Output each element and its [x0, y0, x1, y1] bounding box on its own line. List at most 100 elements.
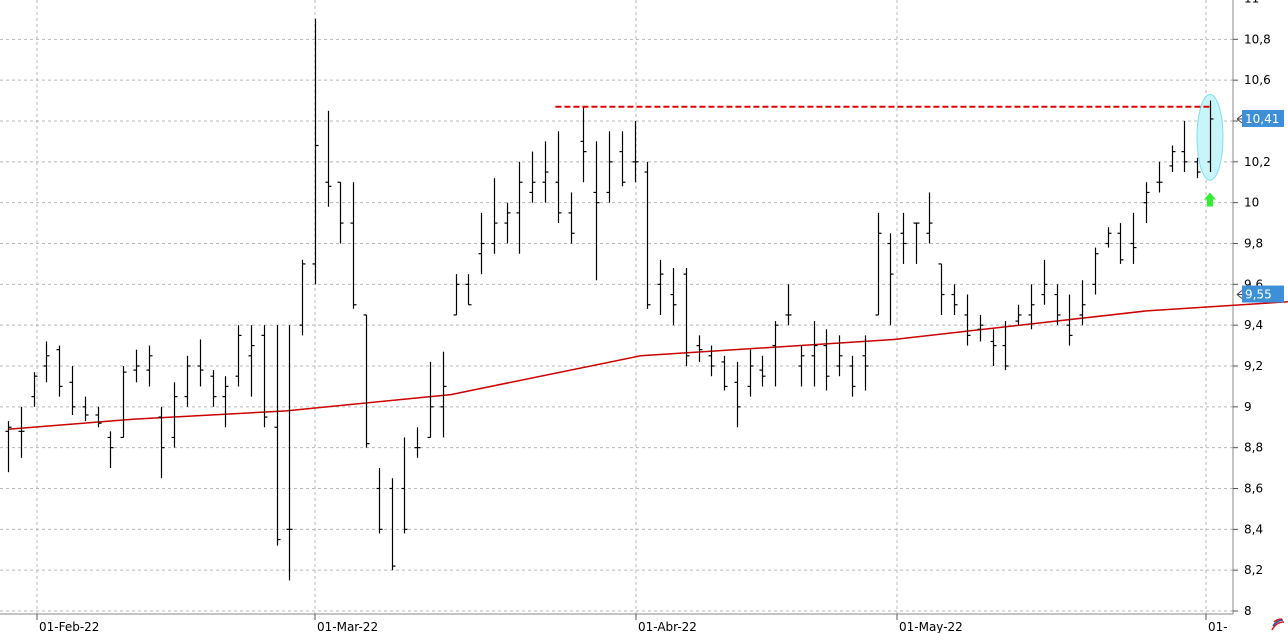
- ohlc-bar: [887, 233, 894, 326]
- ohlc-bar: [478, 212, 485, 275]
- app-logo-icon: [1266, 617, 1288, 633]
- x-tick-label: 01-Mar-22: [317, 620, 378, 633]
- ohlc-series: [5, 18, 1214, 581]
- ohlc-bar: [632, 121, 639, 183]
- ohlc-bar: [1130, 212, 1137, 264]
- y-tick-label: 8,8: [1244, 441, 1263, 455]
- ohlc-bar: [990, 329, 997, 366]
- ohlc-bar: [325, 110, 332, 207]
- ohlc-bar: [555, 131, 562, 224]
- y-tick-label: 10: [1244, 196, 1259, 210]
- ohlc-bar: [120, 366, 127, 439]
- y-tick-label: 10,8: [1244, 32, 1271, 46]
- y-tick-label: 9: [1244, 400, 1252, 414]
- x-tick-label: 01-Abr-22: [638, 620, 697, 633]
- ohlc-bar: [926, 192, 933, 244]
- ohlc-bar: [529, 151, 536, 203]
- ohlc-bar: [951, 284, 958, 315]
- ohlc-bar: [95, 406, 102, 428]
- ohlc-bar: [875, 212, 882, 316]
- price-label: 10,41: [1236, 109, 1284, 127]
- x-axis-ticks: 01-Feb-22 01-Mar-22 01-Abr-22 01-May-22 01-: [36, 614, 1228, 633]
- ohlc-bar: [644, 161, 651, 309]
- ohlc-bar: [82, 396, 89, 422]
- ohlc-bar: [1117, 223, 1124, 264]
- y-tick-label: 8,2: [1244, 563, 1263, 577]
- price-labels: 10,41 9,55: [1236, 109, 1284, 303]
- ohlc-bar: [1092, 247, 1099, 295]
- price-label-box: [1242, 285, 1284, 303]
- ohlc-bar: [146, 345, 153, 387]
- y-tick-label: 8,6: [1244, 482, 1263, 496]
- ohlc-bar: [670, 268, 677, 326]
- ohlc-bar: [862, 335, 869, 391]
- ohlc-bar: [350, 182, 357, 309]
- x-tick-label: 01-May-22: [899, 620, 963, 633]
- up-arrow-icon: [1204, 192, 1216, 207]
- ohlc-bar: [606, 131, 613, 203]
- ohlc-bar: [683, 268, 690, 366]
- price-label-pointer-icon: [1236, 114, 1243, 124]
- ohlc-bar: [43, 341, 50, 383]
- ohlc-bar: [708, 345, 715, 377]
- price-label: 9,55: [1236, 285, 1284, 303]
- y-tick-label: 11: [1244, 0, 1259, 6]
- ohlc-bar: [376, 468, 383, 534]
- ohlc-bar: [222, 376, 229, 428]
- ohlc-bar: [401, 437, 408, 534]
- ohlc-bar: [491, 178, 498, 254]
- ohlc-bar: [811, 321, 818, 387]
- ohlc-bar: [1181, 121, 1188, 173]
- y-tick-label: 9,8: [1244, 237, 1263, 251]
- ohlc-bar: [248, 325, 255, 397]
- ohlc-bar: [747, 349, 754, 397]
- ohlc-bar: [1143, 182, 1150, 224]
- ohlc-bar: [734, 361, 741, 428]
- ohlc-bar: [1105, 227, 1112, 248]
- ohlc-bar: [836, 335, 843, 377]
- price-label-text: 9,55: [1245, 288, 1272, 302]
- ohlc-bar: [337, 181, 344, 244]
- ohlc-bar: [721, 355, 728, 391]
- ohlc-bar: [849, 355, 856, 397]
- ohlc-bar: [593, 141, 600, 281]
- ohlc-bar: [133, 349, 140, 383]
- ohlc-bar: [1002, 321, 1009, 371]
- ohlc-bar: [69, 366, 76, 415]
- x-tick-label: 01-: [1208, 620, 1228, 633]
- y-tick-label: 10,2: [1244, 155, 1271, 169]
- ohlc-bar: [1066, 294, 1073, 346]
- ohlc-bar: [516, 161, 523, 254]
- price-label-text: 10,41: [1245, 112, 1279, 126]
- ohlc-bar: [312, 18, 319, 285]
- ohlc-bar: [798, 345, 805, 387]
- ohlc-bar: [696, 335, 703, 362]
- ohlc-bar: [1194, 157, 1201, 179]
- ohlc-bar: [299, 259, 306, 336]
- ohlc-bar: [235, 325, 242, 387]
- ohlc-bar: [274, 325, 281, 546]
- ohlc-bar: [197, 339, 204, 387]
- ohlc-bar: [619, 131, 626, 187]
- moving-average-line: [7, 301, 1288, 431]
- ohlc-bar: [823, 329, 830, 391]
- ohlc-bar: [171, 382, 178, 448]
- ohlc-bar: [440, 351, 447, 438]
- ohlc-bar: [568, 192, 575, 244]
- ohlc-bar: [1015, 304, 1022, 326]
- ohlc-bar: [107, 431, 114, 469]
- y-tick-label: 9,2: [1244, 359, 1263, 373]
- ohlc-bar: [785, 284, 792, 326]
- ohlc-bar: [389, 478, 396, 571]
- ohlc-bar: [964, 294, 971, 346]
- price-label-pointer-icon: [1236, 290, 1243, 299]
- ohlc-bar: [414, 427, 421, 458]
- ohlc-bar: [427, 361, 434, 439]
- ohlc-bar: [1169, 145, 1176, 173]
- price-label-box: [1242, 109, 1284, 127]
- x-tick-label: 01-Feb-22: [39, 620, 99, 633]
- moving-average-series: [7, 301, 1288, 431]
- horizontal-grid: [0, 38, 1233, 612]
- ohlc-bar: [542, 141, 549, 203]
